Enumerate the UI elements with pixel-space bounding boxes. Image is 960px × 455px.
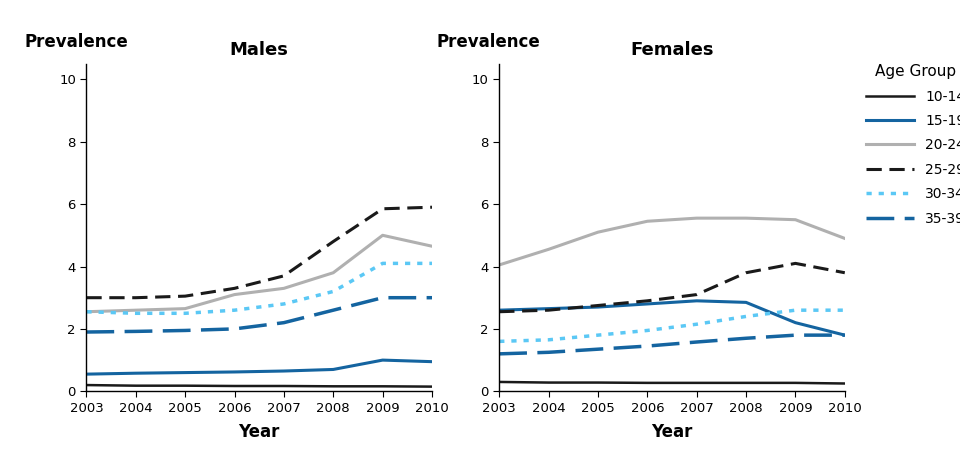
X-axis label: Year: Year (651, 423, 693, 441)
Title: Females: Females (631, 41, 713, 59)
Text: Prevalence: Prevalence (24, 33, 128, 51)
X-axis label: Year: Year (238, 423, 280, 441)
Title: Males: Males (229, 41, 289, 59)
Legend: 10-14, 15-19, 20-24, 25-29, 30-34, 35-39: 10-14, 15-19, 20-24, 25-29, 30-34, 35-39 (866, 64, 960, 226)
Text: Prevalence: Prevalence (437, 33, 540, 51)
